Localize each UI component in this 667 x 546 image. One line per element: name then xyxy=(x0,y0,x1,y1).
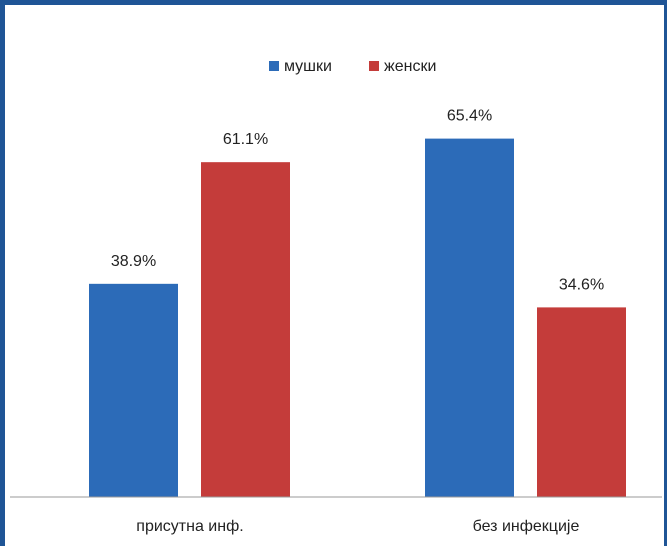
bars-group xyxy=(89,138,626,497)
bar-male-cat1 xyxy=(425,138,514,497)
value-label-female-cat1: 34.6% xyxy=(559,276,604,293)
value-label-male-cat1: 65.4% xyxy=(447,108,492,125)
value-label-female-cat0: 61.1% xyxy=(223,131,268,148)
value-labels-group: 38.9% 61.1% 65.4% 34.6% xyxy=(111,108,604,294)
legend-label-female: женски xyxy=(384,58,436,75)
bar-female-cat0 xyxy=(201,162,290,497)
category-label-0: присутна инф. xyxy=(136,518,243,535)
legend-label-male: мушки xyxy=(284,58,332,75)
legend-swatch-female xyxy=(369,61,379,71)
legend: мушки женски xyxy=(269,58,436,75)
value-label-male-cat0: 38.9% xyxy=(111,253,156,270)
bar-male-cat0 xyxy=(89,283,178,497)
category-labels-group: присутна инф. без инфекције xyxy=(136,518,579,535)
category-label-1: без инфекције xyxy=(473,518,580,535)
bar-female-cat1 xyxy=(537,307,626,497)
legend-swatch-male xyxy=(269,61,279,71)
